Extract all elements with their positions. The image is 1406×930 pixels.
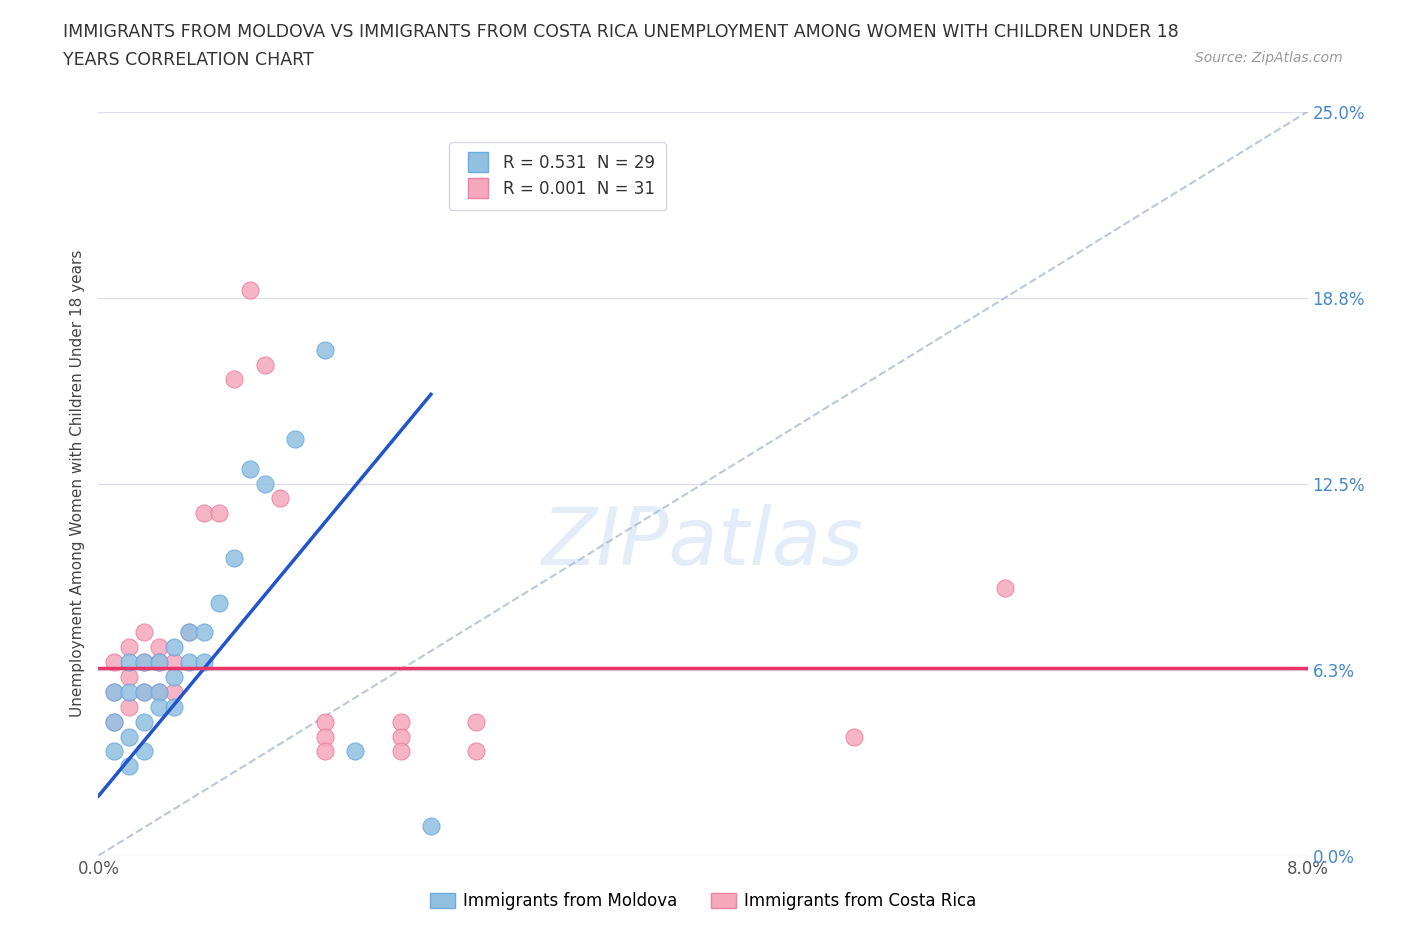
Point [103, 655, 125, 670]
Point [132, 714, 155, 729]
Point [269, 491, 291, 506]
Point [163, 640, 186, 655]
Point [148, 699, 170, 714]
Point [208, 595, 231, 610]
Point [193, 506, 215, 521]
Point [103, 714, 125, 729]
Text: Source: ZipAtlas.com: Source: ZipAtlas.com [1195, 51, 1343, 65]
Legend: R = 0.531  N = 29, R = 0.001  N = 31: R = 0.531 N = 29, R = 0.001 N = 31 [450, 142, 666, 210]
Point [118, 684, 141, 699]
Point [465, 744, 488, 759]
Point [103, 684, 125, 699]
Point [239, 461, 262, 476]
Point [179, 655, 201, 670]
Point [314, 729, 336, 744]
Point [118, 655, 141, 670]
Point [465, 714, 488, 729]
Point [132, 655, 155, 670]
Point [132, 655, 155, 670]
Point [163, 699, 186, 714]
Point [193, 625, 215, 640]
Y-axis label: Unemployment Among Women with Children Under 18 years: Unemployment Among Women with Children U… [70, 250, 86, 717]
Text: IMMIGRANTS FROM MOLDOVA VS IMMIGRANTS FROM COSTA RICA UNEMPLOYMENT AMONG WOMEN W: IMMIGRANTS FROM MOLDOVA VS IMMIGRANTS FR… [63, 23, 1180, 41]
Point [224, 551, 246, 565]
Point [389, 714, 412, 729]
Point [208, 506, 231, 521]
Point [148, 684, 170, 699]
Point [148, 684, 170, 699]
Point [344, 744, 367, 759]
Point [132, 744, 155, 759]
Point [253, 476, 276, 491]
Point [314, 744, 336, 759]
Point [163, 684, 186, 699]
Point [118, 640, 141, 655]
Point [224, 372, 246, 387]
Point [163, 670, 186, 684]
Point [132, 684, 155, 699]
Point [132, 684, 155, 699]
Point [193, 655, 215, 670]
Point [314, 714, 336, 729]
Point [103, 744, 125, 759]
Point [118, 699, 141, 714]
Point [118, 759, 141, 774]
Point [284, 432, 307, 446]
Point [118, 670, 141, 684]
Point [103, 714, 125, 729]
Legend: Immigrants from Moldova, Immigrants from Costa Rica: Immigrants from Moldova, Immigrants from… [423, 885, 983, 917]
Point [314, 342, 336, 357]
Point [132, 625, 155, 640]
Point [148, 655, 170, 670]
Point [118, 729, 141, 744]
Point [239, 283, 262, 298]
Point [179, 625, 201, 640]
Text: YEARS CORRELATION CHART: YEARS CORRELATION CHART [63, 51, 314, 69]
Point [148, 655, 170, 670]
Point [253, 357, 276, 372]
Point [389, 744, 412, 759]
Point [420, 818, 443, 833]
Point [163, 655, 186, 670]
Point [148, 640, 170, 655]
Text: ZIPatlas: ZIPatlas [541, 504, 865, 582]
Point [179, 625, 201, 640]
Point [389, 729, 412, 744]
Point [844, 729, 866, 744]
Point [994, 580, 1017, 595]
Point [103, 684, 125, 699]
